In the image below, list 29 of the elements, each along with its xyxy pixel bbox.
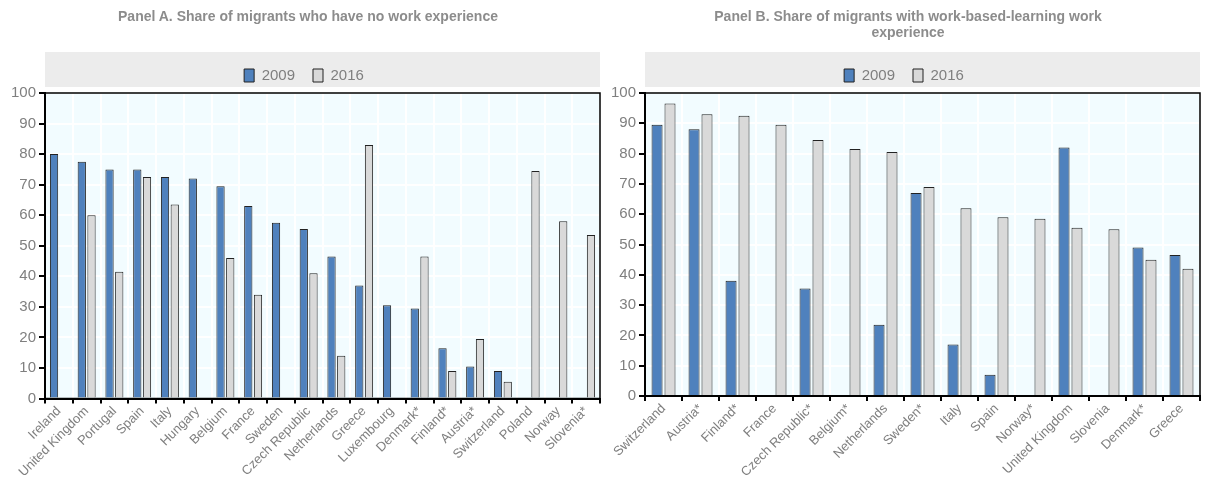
y-tick-label: 60 — [619, 204, 637, 222]
y-tick-label: 90 — [19, 113, 37, 131]
y-tick-label: 20 — [19, 327, 37, 345]
y-tick-label: 80 — [619, 143, 637, 161]
chart-title: Panel A. Share of migrants who have no work experience — [117, 8, 499, 26]
chart-title: Panel B. Share of migrants with work-based-learning work experience — [713, 8, 1103, 42]
y-tick-label: 0 — [27, 388, 37, 406]
legend-label: 2016 — [930, 65, 964, 83]
x-tick-label: Italy — [936, 400, 965, 429]
y-tick-label: 70 — [19, 174, 37, 192]
y-tick-label: 50 — [619, 234, 637, 252]
y-tick-label: 10 — [19, 358, 37, 376]
y-tick-label: 10 — [619, 355, 637, 373]
y-tick-label: 0 — [627, 386, 637, 404]
y-tick-label: 40 — [19, 266, 37, 284]
y-tick-label: 50 — [19, 235, 37, 253]
y-tick-label: 80 — [19, 144, 37, 162]
y-tick-label: 100 — [611, 83, 637, 101]
y-tick-label: 20 — [619, 325, 637, 343]
y-tick-label: 40 — [619, 264, 637, 282]
legend-label: 2009 — [261, 65, 296, 83]
y-tick-label: 100 — [11, 83, 37, 101]
y-tick-label: 60 — [19, 205, 37, 223]
legend-label: 2016 — [330, 65, 364, 83]
y-tick-label: 70 — [619, 174, 637, 192]
y-tick-label: 30 — [19, 297, 37, 315]
legend-label: 2009 — [861, 65, 896, 83]
y-tick-label: 30 — [619, 295, 637, 313]
y-tick-label: 90 — [619, 113, 637, 131]
